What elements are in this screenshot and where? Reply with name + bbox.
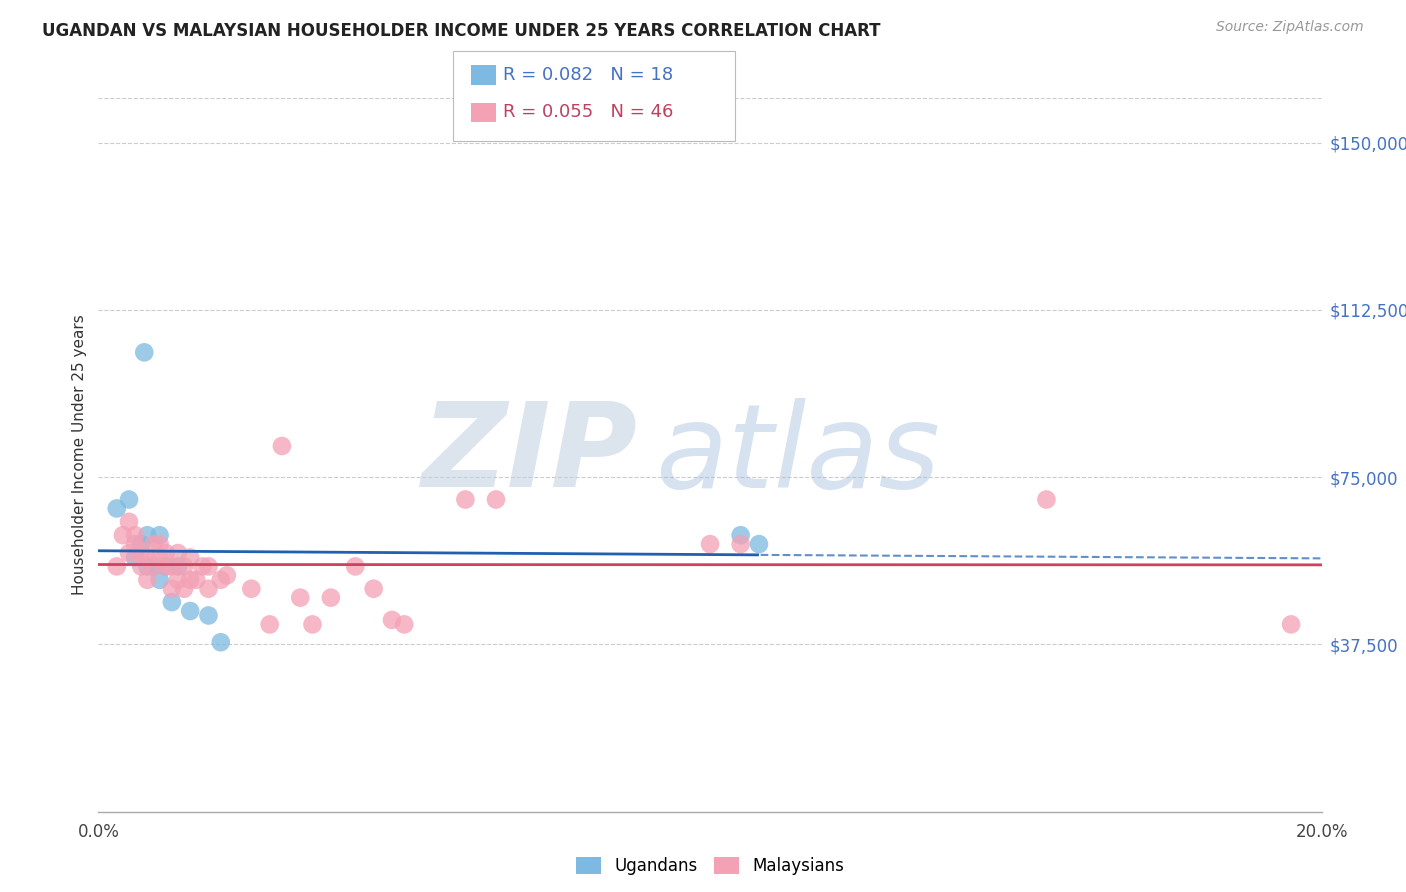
Point <box>105 501 128 516</box>
Text: UGANDAN VS MALAYSIAN HOUSEHOLDER INCOME UNDER 25 YEARS CORRELATION CHART: UGANDAN VS MALAYSIAN HOUSEHOLDER INCOME … <box>42 22 880 40</box>
Point <box>363 582 385 596</box>
Point <box>111 528 134 542</box>
Point <box>129 559 152 574</box>
Point <box>270 439 292 453</box>
Point <box>485 492 508 507</box>
Point <box>136 573 159 587</box>
Point <box>160 559 183 574</box>
Point <box>240 582 263 596</box>
Point <box>290 591 312 605</box>
Point <box>167 559 190 574</box>
Point <box>136 528 159 542</box>
Point <box>124 537 146 551</box>
Point <box>179 573 201 587</box>
Point <box>381 613 404 627</box>
Text: R = 0.082   N = 18: R = 0.082 N = 18 <box>503 66 673 84</box>
Point <box>134 345 156 359</box>
Point <box>149 528 172 542</box>
Point <box>197 608 219 623</box>
Point <box>160 595 183 609</box>
Point <box>167 546 190 560</box>
Text: R = 0.055   N = 46: R = 0.055 N = 46 <box>503 103 673 121</box>
Text: atlas: atlas <box>655 398 941 512</box>
Text: Source: ZipAtlas.com: Source: ZipAtlas.com <box>1216 20 1364 34</box>
Point <box>319 591 342 605</box>
Point <box>699 537 721 551</box>
Point <box>209 573 232 587</box>
Point <box>186 573 208 587</box>
Point <box>118 515 141 529</box>
Point <box>301 617 323 632</box>
Point <box>105 559 128 574</box>
Point <box>179 604 201 618</box>
Point <box>730 528 752 542</box>
Y-axis label: Householder Income Under 25 years: Householder Income Under 25 years <box>72 315 87 595</box>
Point <box>149 573 172 587</box>
Point <box>197 559 219 574</box>
Point <box>149 550 172 565</box>
Point <box>1035 492 1057 507</box>
Point <box>118 546 141 560</box>
Point <box>160 582 183 596</box>
Point <box>155 559 177 574</box>
Point <box>454 492 477 507</box>
Point <box>344 559 367 574</box>
Point <box>209 635 232 649</box>
Point <box>748 537 770 551</box>
Point <box>142 559 165 574</box>
Point <box>179 550 201 565</box>
Point <box>124 528 146 542</box>
Point <box>129 537 152 551</box>
Point <box>197 582 219 596</box>
Point <box>149 537 172 551</box>
Point <box>173 582 195 596</box>
Point <box>142 537 165 551</box>
Point <box>129 546 152 560</box>
Point <box>173 559 195 574</box>
Text: ZIP: ZIP <box>420 398 637 512</box>
Point <box>142 559 165 574</box>
Point <box>155 559 177 574</box>
Point <box>118 492 141 507</box>
Point <box>730 537 752 551</box>
Point <box>392 617 416 632</box>
Point <box>191 559 214 574</box>
Point <box>124 550 146 565</box>
Point <box>136 550 159 565</box>
Point <box>1279 617 1302 632</box>
Point <box>155 546 177 560</box>
Point <box>215 568 238 582</box>
Point <box>259 617 281 632</box>
Legend: Ugandans, Malaysians: Ugandans, Malaysians <box>569 850 851 882</box>
Point <box>136 559 159 574</box>
Point <box>167 573 190 587</box>
